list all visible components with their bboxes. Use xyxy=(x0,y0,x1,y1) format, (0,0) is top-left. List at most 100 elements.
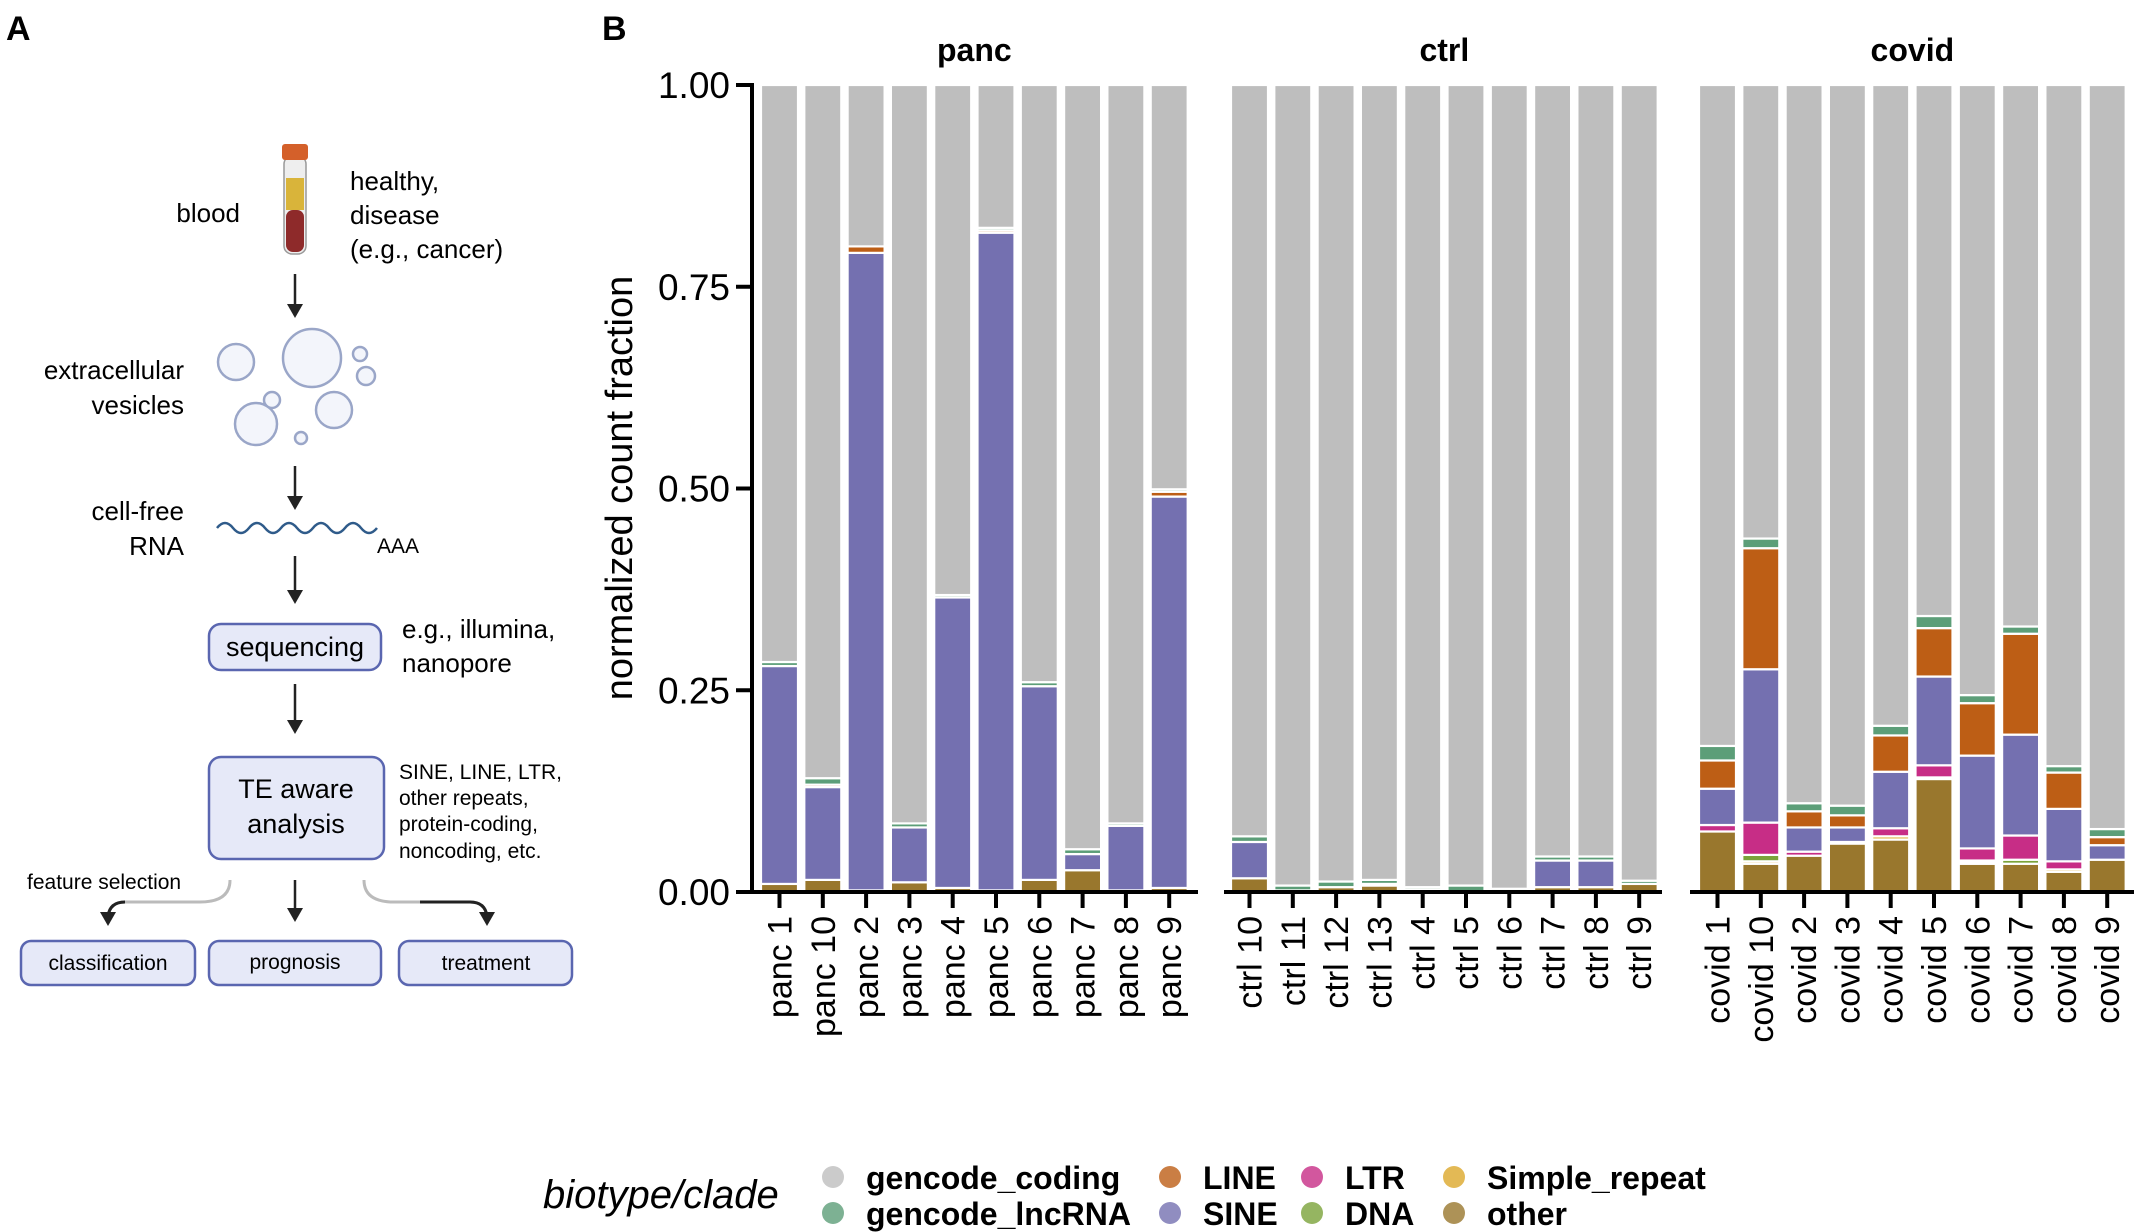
y-tick-label: 0.75 xyxy=(658,267,730,308)
bar-segment-SINE xyxy=(976,231,1016,892)
y-tick-label: 0.50 xyxy=(658,469,730,510)
bar-segment-SINE xyxy=(1062,852,1103,872)
bar-segment-other xyxy=(1062,869,1103,894)
bar-segment-gencode_coding xyxy=(1106,83,1146,825)
bar-ctrl-5 xyxy=(1446,83,1486,894)
bar-segment-gencode_coding xyxy=(2087,83,2127,831)
bar-segment-gencode_coding xyxy=(1446,83,1486,887)
x-tick-label: panc 6 xyxy=(1021,916,1059,1018)
bar-segment-other xyxy=(1784,854,1824,894)
x-tick-label: covid 10 xyxy=(1743,916,1781,1043)
bar-segment-SINE xyxy=(1784,826,1824,853)
bar-segment-gencode_coding xyxy=(1697,83,1738,748)
bar-panc-8 xyxy=(1106,83,1146,894)
rna-strand-icon xyxy=(216,521,378,535)
x-tick-label: covid 3 xyxy=(1829,916,1867,1024)
bar-segment-gencode_lncRNA xyxy=(1914,614,1954,630)
bar-covid-4 xyxy=(1871,83,1911,894)
x-tick-label: panc 2 xyxy=(848,916,886,1018)
bar-panc-7 xyxy=(1062,83,1103,894)
x-tick-label: covid 7 xyxy=(2003,916,2041,1024)
cancer-label: (e.g., cancer) xyxy=(350,234,503,264)
blood-label: blood xyxy=(176,198,240,228)
bar-segment-gencode_coding xyxy=(2000,83,2041,628)
legend-label: LTR xyxy=(1345,1160,1405,1196)
bar-segment-gencode_lncRNA xyxy=(1697,744,1738,762)
x-tick-label: covid 9 xyxy=(2089,916,2127,1024)
x-tick-label: panc 8 xyxy=(1108,916,1146,1018)
x-tick-label: ctrl 6 xyxy=(1491,916,1529,990)
bar-segment-gencode_coding xyxy=(1403,83,1443,889)
bar-segment-gencode_lncRNA xyxy=(1957,693,1997,705)
bar-panc-10 xyxy=(803,83,843,894)
bar-panc-3 xyxy=(889,83,930,894)
seq-note-2: nanopore xyxy=(402,648,512,678)
bar-segment-SINE xyxy=(889,826,930,884)
x-tick-label: ctrl 7 xyxy=(1535,916,1573,990)
legend-item-Simple_repeat: Simple_repeat xyxy=(1443,1160,1706,1196)
bar-segment-SINE xyxy=(1149,495,1189,890)
x-tick-label: ctrl 12 xyxy=(1318,916,1356,1009)
x-tick-label: ctrl 5 xyxy=(1448,916,1486,990)
bar-segment-gencode_coding xyxy=(1784,83,1824,805)
bar-segment-gencode_lncRNA xyxy=(1871,724,1911,737)
x-tick-label: covid 1 xyxy=(1700,916,1738,1024)
bar-segment-SINE xyxy=(1532,859,1573,889)
x-tick-label: ctrl 4 xyxy=(1405,916,1443,990)
analysis-note-4: noncoding, etc. xyxy=(399,840,541,863)
analysis-note-2: other repeats, xyxy=(399,787,529,810)
legend-label: gencode_lncRNA xyxy=(866,1196,1131,1232)
x-tick-label: panc 1 xyxy=(762,916,800,1018)
legend-label: SINE xyxy=(1203,1196,1278,1232)
bar-segment-LINE xyxy=(1871,734,1911,773)
x-tick-label: covid 4 xyxy=(1873,916,1911,1024)
sequencing-label: sequencing xyxy=(226,632,364,662)
bar-segment-gencode_coding xyxy=(1229,83,1270,838)
bar-ctrl-4 xyxy=(1403,83,1443,894)
bar-segment-gencode_coding xyxy=(889,83,930,825)
arrow-down-icon xyxy=(287,466,303,510)
legend-label: gencode_coding xyxy=(866,1160,1120,1196)
bar-segment-other xyxy=(1957,862,1997,894)
legend-swatch xyxy=(1159,1202,1181,1224)
analysis-note-3: protein-coding, xyxy=(399,813,538,836)
feature-selection-label: feature selection xyxy=(27,871,181,894)
bar-covid-8 xyxy=(2044,83,2084,894)
x-tick-label: panc 3 xyxy=(891,916,929,1018)
y-tick-label: 0.25 xyxy=(658,670,730,711)
bar-segment-gencode_coding xyxy=(1532,83,1573,858)
legend-item-LTR: LTR xyxy=(1301,1160,1405,1196)
legend: biotype/clade gencode_codinggencode_lncR… xyxy=(543,1160,1706,1232)
bar-segment-other xyxy=(1827,842,1868,894)
legend-item-gencode_coding: gencode_coding xyxy=(822,1160,1120,1196)
polya-label: AAA xyxy=(377,535,419,558)
bar-segment-gencode_coding xyxy=(2044,83,2084,768)
bar-segment-other xyxy=(2087,858,2127,894)
legend-item-LINE: LINE xyxy=(1159,1160,1276,1196)
x-tick-label: ctrl 8 xyxy=(1578,916,1616,990)
bar-segment-SINE xyxy=(2044,807,2084,863)
bar-segment-SINE xyxy=(933,596,973,890)
bar-segment-gencode_lncRNA xyxy=(2087,827,2127,839)
bar-segment-SINE xyxy=(759,664,800,886)
bar-covid-7 xyxy=(2000,83,2041,894)
x-tick-label: ctrl 9 xyxy=(1621,916,1659,990)
bar-segment-gencode_lncRNA xyxy=(1827,804,1868,817)
classification-label: classification xyxy=(48,952,167,975)
legend-swatch xyxy=(1159,1166,1181,1188)
bar-segment-LTR xyxy=(2000,834,2041,861)
facet-title: ctrl xyxy=(1419,32,1469,68)
bar-segment-other xyxy=(1697,830,1738,894)
bar-ctrl-7 xyxy=(1532,83,1573,894)
arrow-down-icon xyxy=(287,274,303,318)
bar-segment-LINE xyxy=(1697,759,1738,790)
bar-segment-gencode_lncRNA xyxy=(1784,802,1824,813)
bar-covid-9 xyxy=(2087,83,2127,894)
bar-segment-gencode_coding xyxy=(1827,83,1868,807)
bar-segment-gencode_coding xyxy=(1316,83,1356,883)
bar-segment-SINE xyxy=(1871,770,1911,830)
treatment-label: treatment xyxy=(442,952,531,975)
bar-segment-gencode_coding xyxy=(1359,83,1400,881)
analysis-label-1: TE aware xyxy=(238,774,354,804)
x-tick-label: ctrl 10 xyxy=(1232,916,1270,1009)
